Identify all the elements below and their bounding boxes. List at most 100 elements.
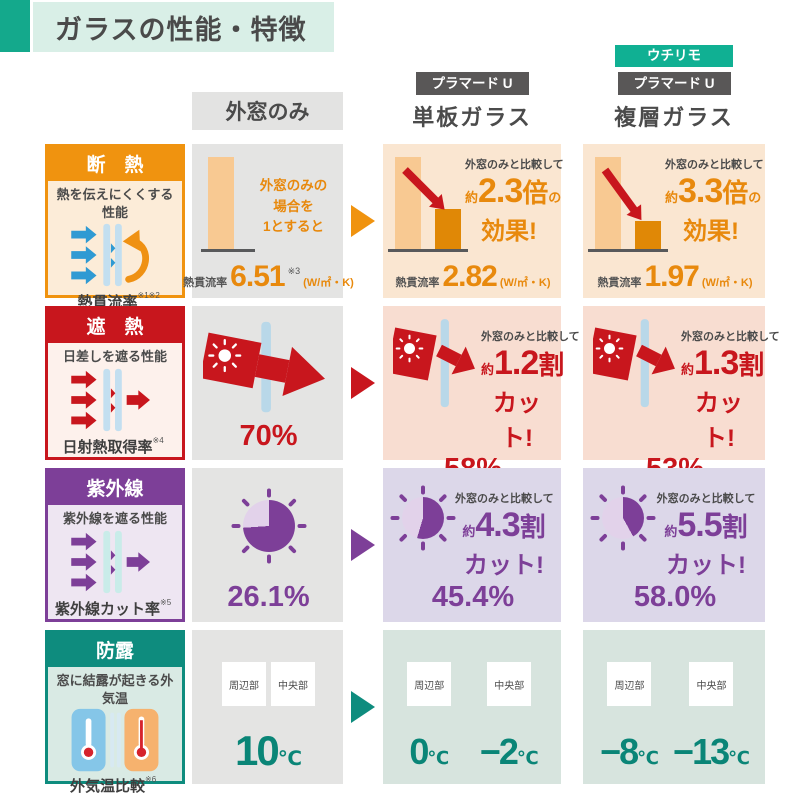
row-desc-uv: 紫外線を遮る性能 <box>62 511 167 526</box>
temp-number: −8 <box>600 731 639 772</box>
metric-unit: (W/㎡・K) <box>303 277 354 289</box>
bar-chart-double: 外窓のみと比較して 約3.3倍の 効果! <box>588 154 764 260</box>
temp-number: −2 <box>479 731 519 772</box>
effect-line2: カット! <box>695 390 743 452</box>
cell-shading-double: 外窓のみと比較して 約1.3割 カット! 53% <box>583 306 780 485</box>
metric-text: 日射熱取得率 <box>62 438 153 456</box>
effect-unit: 倍 <box>522 178 549 208</box>
compare-note: 外窓のみと比較して <box>465 159 564 171</box>
uv-cut-value: 58.0% <box>633 581 717 613</box>
effect-unit: 割 <box>538 350 565 380</box>
temperature-value: −2℃ <box>480 734 539 770</box>
sun-arrow-graphic: 外窓のみと比較して 約1.2割 カット! <box>393 316 580 453</box>
chip-center: 中央部 <box>271 662 315 706</box>
compare-note: 外窓のみと比較して <box>681 331 780 343</box>
temp-unit: ℃ <box>728 748 750 768</box>
footnote-marker: ※6 <box>145 775 157 785</box>
approx: 約 <box>681 362 695 377</box>
metric-value: 1.97 <box>644 260 699 293</box>
metric-value: 2.82 <box>442 260 497 293</box>
approx: 約 <box>665 190 679 205</box>
temperature-value: 0℃ <box>409 734 449 770</box>
temperature-value: −8℃ <box>600 734 659 770</box>
row-label-body: 窓に結露が起きる外気温 外気温比較※6 <box>48 667 182 800</box>
metric-unit: (W/㎡・K) <box>701 277 753 289</box>
row-label-condensation: 防露 窓に結露が起きる外気温 外気温比較※6 <box>45 630 185 795</box>
effect-line1: 約2.3倍の <box>465 174 561 208</box>
temp-unit: ℃ <box>637 748 659 768</box>
cell-insulation-outer: 外窓のみの 場合を 1とすると 熱貫流率 6.51 ※3 (W/㎡・K) <box>183 144 354 298</box>
location-chips: 周辺部 中央部 <box>222 662 315 706</box>
sun-blocked-glass-icon <box>593 319 675 408</box>
effect-value: 3.3 <box>678 172 723 210</box>
bar-single-glass <box>435 209 461 249</box>
bar-chart-single: 外窓のみと比較して 約2.3倍の 効果! <box>388 154 564 260</box>
compare-note: 外窓のみと比較して <box>455 493 554 505</box>
triangle <box>351 529 375 561</box>
cell-uv-single: 外窓のみと比較して 約4.3割 カット! 45.4% <box>383 468 561 622</box>
title-accent-square <box>0 0 30 52</box>
note-line: 場合を <box>273 198 314 214</box>
sun-pie-icon <box>231 488 306 564</box>
metric-label: 熱貫流率 <box>395 277 440 289</box>
metric-value: 6.51 <box>230 260 285 293</box>
arrow-right-icon <box>343 144 383 298</box>
page-header: ガラスの性能・特徴 <box>0 0 335 52</box>
effect-unit: 倍 <box>722 178 749 208</box>
row-title-insulation: 断 熱 <box>48 147 182 181</box>
cell-uv-outer: 26.1% <box>192 468 343 622</box>
effect-text: 外窓のみと比較して 約1.2割 カット! <box>481 328 580 453</box>
effect-value: 1.2 <box>494 344 539 382</box>
triangle <box>351 205 375 237</box>
effect-line2: 効果! <box>683 218 739 245</box>
row-desc-shading: 日差しを遮る性能 <box>62 349 167 364</box>
row-title-uv: 紫外線 <box>48 471 182 505</box>
metric-value-line: 熱貫流率 2.82 (W/㎡・K) <box>393 260 553 293</box>
plamard-u-badge: プラマード U <box>415 71 529 95</box>
compare-note: 外窓のみと比較して <box>665 159 764 171</box>
arrow-right-icon <box>343 306 383 460</box>
uv-cut-value: 26.1% <box>227 581 310 613</box>
metric-label: 熱貫流率 <box>597 277 642 289</box>
cell-condensation-single: 周辺部 0℃ 中央部 −2℃ <box>383 630 561 784</box>
baseline-note: 外窓のみの 場合を 1とすると <box>252 176 335 239</box>
uv-pie <box>602 497 644 539</box>
particle: の <box>548 190 562 205</box>
footnote-marker: ※3 <box>287 266 301 276</box>
uv-pie-graphic <box>202 478 335 564</box>
metric-value-line: 熱貫流率 6.51 ※3 (W/㎡・K) <box>183 260 354 293</box>
row-title-shading: 遮 熱 <box>48 309 182 343</box>
row-label-body: 熱を伝えにくくする性能 熱貫流率※1※2 <box>48 181 182 319</box>
chip-periphery: 周辺部 <box>407 662 452 706</box>
bar-outer-window <box>208 157 234 249</box>
effect-unit: 割 <box>519 512 546 542</box>
temp-unit: ℃ <box>427 748 450 768</box>
temperature-block: 周辺部 0℃ 中央部 −2℃ <box>393 640 553 778</box>
sun-blocked-glass-icon <box>393 319 475 408</box>
chip-center: 中央部 <box>689 662 734 706</box>
effect-unit: 割 <box>721 512 748 542</box>
footnote-marker: ※5 <box>160 597 172 607</box>
uv-pie-graphic: 外窓のみと比較して 約4.3割 カット! <box>390 478 554 581</box>
effect-line2: 効果! <box>481 218 537 245</box>
row-desc-insulation: 熱を伝えにくくする性能 <box>56 187 174 220</box>
metric-unit: (W/㎡・K) <box>499 277 551 289</box>
comparison-table: 外窓のみ プラマード U 単板ガラス ウチリモ プラマード U 複層ガラス 断 … <box>45 40 780 795</box>
arrow-right-icon <box>343 630 383 784</box>
column-header-outer-window: 外窓のみ <box>192 92 343 130</box>
thermometers-icon <box>71 708 159 772</box>
uv-cut-value: 45.4% <box>431 581 515 613</box>
cell-insulation-double: 外窓のみと比較して 約3.3倍の 効果! 熱貫流率 1.97 (W/㎡・K) <box>583 144 765 298</box>
triangle <box>351 367 375 399</box>
uv-block-arrows-icon <box>71 530 150 593</box>
temperature-block: 周辺部 中央部 10℃ <box>202 640 335 778</box>
solar-gain-value: 70% <box>239 420 298 452</box>
effect-line2: カット! <box>493 390 541 452</box>
row-title-condensation: 防露 <box>48 633 182 667</box>
metric-name-condensation: 外気温比較※6 <box>70 775 160 796</box>
approx: 約 <box>481 362 495 377</box>
row-label-body: 紫外線を遮る性能 紫外線カット率※5 <box>48 505 182 626</box>
footnote-marker: ※4 <box>152 435 164 445</box>
cell-condensation-outer: 周辺部 中央部 10℃ <box>192 630 343 784</box>
